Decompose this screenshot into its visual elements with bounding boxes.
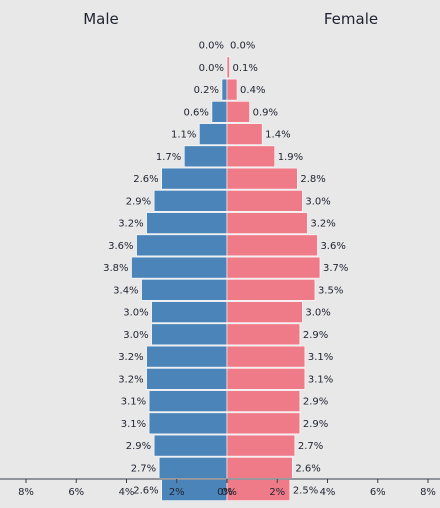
female-bar bbox=[226, 434, 296, 457]
female-bar bbox=[226, 345, 306, 368]
x-tick-label: 6% bbox=[68, 487, 84, 498]
male-bar bbox=[146, 345, 228, 368]
female-bar-label: 3.7% bbox=[323, 263, 348, 274]
female-bar-label: 0.9% bbox=[253, 107, 278, 118]
male-bar bbox=[153, 190, 228, 212]
male-bar-label: 3.1% bbox=[121, 397, 146, 408]
female-bar bbox=[226, 323, 301, 346]
male-bar-label: 2.9% bbox=[126, 196, 151, 207]
male-bar bbox=[148, 390, 228, 412]
male-bar-label: 0.6% bbox=[184, 107, 209, 118]
female-bar-label: 0.1% bbox=[233, 63, 258, 74]
male-bar-label: 0.0% bbox=[199, 63, 224, 74]
female-bar bbox=[226, 101, 250, 123]
x-tick-label: 2% bbox=[169, 487, 185, 498]
female-bar-label: 2.9% bbox=[303, 330, 328, 341]
male-side-title: Male bbox=[83, 10, 119, 28]
female-bar-label: 2.5% bbox=[293, 486, 318, 497]
x-tick-label: 4% bbox=[119, 487, 135, 498]
bars-group bbox=[131, 56, 321, 501]
female-bar bbox=[226, 145, 276, 168]
male-bar-label: 2.6% bbox=[133, 486, 158, 497]
male-bar bbox=[211, 101, 228, 123]
female-bar bbox=[226, 56, 230, 79]
female-bar-label: 2.6% bbox=[295, 463, 320, 474]
male-bar-label: 3.2% bbox=[118, 219, 143, 230]
female-bar bbox=[226, 368, 306, 390]
male-bar-label: 2.6% bbox=[133, 174, 158, 185]
male-bar-label: 1.7% bbox=[156, 152, 181, 163]
female-bar-label: 2.9% bbox=[303, 419, 328, 430]
x-tick-label: 0% bbox=[221, 487, 237, 498]
female-bar bbox=[226, 412, 301, 435]
male-bar bbox=[141, 279, 228, 301]
female-bar bbox=[226, 190, 303, 212]
x-tick-label: 4% bbox=[320, 487, 336, 498]
male-bar bbox=[131, 256, 228, 279]
female-side-title: Female bbox=[324, 10, 378, 28]
female-bar bbox=[226, 457, 293, 479]
male-bar-label: 3.0% bbox=[123, 330, 148, 341]
male-bar-label: 3.2% bbox=[118, 352, 143, 363]
female-bar bbox=[226, 167, 298, 190]
male-bar-label: 3.2% bbox=[118, 374, 143, 385]
male-bar-label: 3.0% bbox=[123, 308, 148, 319]
x-axis: 8% 8% 6% 6% 4% 4% 2% 2% 0%0% bbox=[0, 478, 440, 498]
x-tick-label: 8% bbox=[420, 487, 436, 498]
male-bar bbox=[183, 145, 228, 168]
male-bar bbox=[148, 412, 228, 435]
male-bar-label: 3.6% bbox=[108, 241, 133, 252]
male-bar bbox=[146, 212, 228, 234]
female-bar-label: 3.0% bbox=[305, 196, 330, 207]
female-bar-label: 3.6% bbox=[320, 241, 345, 252]
male-bar bbox=[136, 234, 228, 257]
male-bar bbox=[199, 123, 228, 145]
female-bar-label: 3.5% bbox=[318, 285, 343, 296]
male-bar bbox=[153, 434, 228, 457]
male-bar bbox=[151, 323, 228, 346]
male-bar bbox=[221, 78, 228, 101]
male-bar-label: 3.8% bbox=[103, 263, 128, 274]
female-bar-label: 3.1% bbox=[308, 352, 333, 363]
x-tick-label: 2% bbox=[269, 487, 285, 498]
male-bar-label: 2.7% bbox=[131, 463, 156, 474]
female-bar bbox=[226, 279, 316, 301]
x-tick-label: 8% bbox=[18, 487, 34, 498]
female-bar-label: 3.0% bbox=[305, 308, 330, 319]
female-bar-label: 2.7% bbox=[298, 441, 323, 452]
female-bar-label: 0.4% bbox=[240, 85, 265, 96]
male-bar-label: 0.2% bbox=[194, 85, 219, 96]
female-bar bbox=[226, 479, 291, 501]
male-bar-label: 3.1% bbox=[121, 419, 146, 430]
male-bar bbox=[158, 457, 228, 479]
female-bar bbox=[226, 301, 303, 323]
bar-labels-group: 0.0% 0.0% 0.0% 0.1% 0.2% 0.4% 0.6% 0.9% 1.1% 1.4%… bbox=[103, 41, 348, 497]
female-bar bbox=[226, 123, 263, 145]
female-bar-label: 0.0% bbox=[230, 41, 255, 52]
x-tick-label: 0% bbox=[217, 487, 233, 498]
male-bar bbox=[146, 368, 228, 390]
male-bar-label: 0.0% bbox=[199, 41, 224, 52]
female-bar-label: 1.9% bbox=[278, 152, 303, 163]
female-bar bbox=[226, 212, 308, 234]
female-bar-label: 3.2% bbox=[310, 219, 335, 230]
female-bar-label: 2.8% bbox=[300, 174, 325, 185]
female-bar bbox=[226, 390, 301, 412]
female-bar bbox=[226, 234, 318, 257]
x-tick-label: 6% bbox=[370, 487, 386, 498]
male-bar bbox=[161, 167, 228, 190]
female-bar-label: 1.4% bbox=[265, 130, 290, 141]
male-bar bbox=[151, 301, 228, 323]
male-bar-label: 1.1% bbox=[171, 130, 196, 141]
male-bar-label: 2.9% bbox=[126, 441, 151, 452]
female-bar bbox=[226, 256, 321, 279]
female-bar-label: 3.1% bbox=[308, 374, 333, 385]
male-bar-label: 3.4% bbox=[113, 285, 138, 296]
female-bar bbox=[226, 78, 238, 101]
female-bar-label: 2.9% bbox=[303, 397, 328, 408]
